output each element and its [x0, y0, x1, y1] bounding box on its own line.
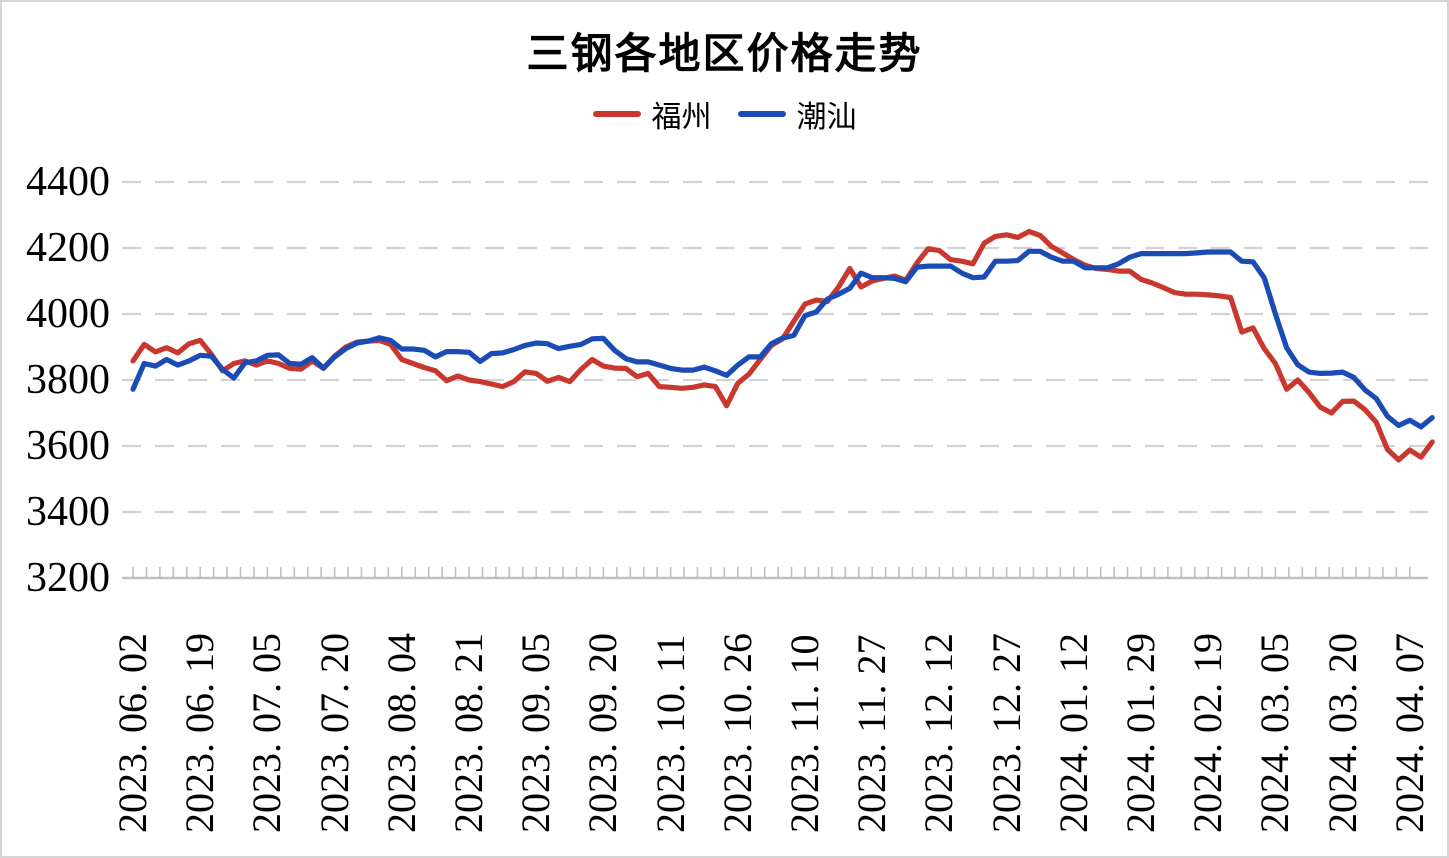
x-axis-label: 2024. 02. 19 [1185, 633, 1231, 833]
x-axis-label: 2023. 08. 04 [378, 633, 424, 833]
x-axis-label: 2023. 09. 05 [513, 633, 559, 833]
y-axis-label: 4000 [26, 291, 110, 337]
y-axis-label: 3800 [26, 357, 110, 403]
y-axis-label: 3200 [26, 555, 110, 601]
legend: 福州 潮汕 [0, 92, 1449, 136]
chaoshan-series-line [130, 248, 1435, 430]
chart-title: 三钢各地区价格走势 [526, 32, 923, 78]
legend-item-fuzhou: 福州 [592, 92, 712, 136]
legend-label-chaoshan: 潮汕 [796, 101, 857, 134]
x-axis-label: 2023. 11. 27 [849, 634, 895, 833]
x-axis-label: 2024. 03. 20 [1319, 633, 1365, 833]
x-axis-label: 2023. 12. 12 [916, 633, 962, 833]
x-axis-label: 2023. 08. 21 [446, 633, 491, 833]
x-axis-label: 2023. 11. 10 [782, 634, 827, 833]
x-axis-label: 2024. 03. 05 [1252, 633, 1298, 833]
x-axis-label: 2023. 07. 20 [311, 633, 357, 833]
x-axis-label: 2024. 01. 12 [1050, 633, 1096, 833]
chaoshan-line-swatch [737, 111, 786, 117]
x-axis-label: 2023. 07. 05 [244, 633, 290, 833]
x-axis-label: 2023. 12. 27 [983, 633, 1029, 833]
y-axis-label: 3600 [26, 423, 110, 469]
fuzhou-line-swatch [592, 111, 641, 117]
y-axis-label: 4200 [26, 225, 110, 271]
fuzhou-series-line [130, 228, 1435, 463]
x-axis-label: 2023. 10. 11 [647, 634, 693, 833]
x-axis-label: 2023. 10. 26 [714, 633, 760, 833]
legend-label-fuzhou: 福州 [651, 101, 712, 134]
x-axis-label: 2023. 09. 20 [580, 633, 626, 833]
x-axis-label: 2024. 01. 29 [1118, 633, 1163, 833]
x-axis-label: 2024. 04. 07 [1386, 633, 1432, 833]
x-axis-label: 2023. 06. 19 [177, 633, 223, 833]
y-axis-label: 3400 [26, 489, 110, 535]
x-axis-label: 2023. 06. 02 [110, 633, 155, 833]
legend-item-chaoshan: 潮汕 [737, 92, 857, 136]
y-axis-label: 4400 [26, 159, 110, 205]
